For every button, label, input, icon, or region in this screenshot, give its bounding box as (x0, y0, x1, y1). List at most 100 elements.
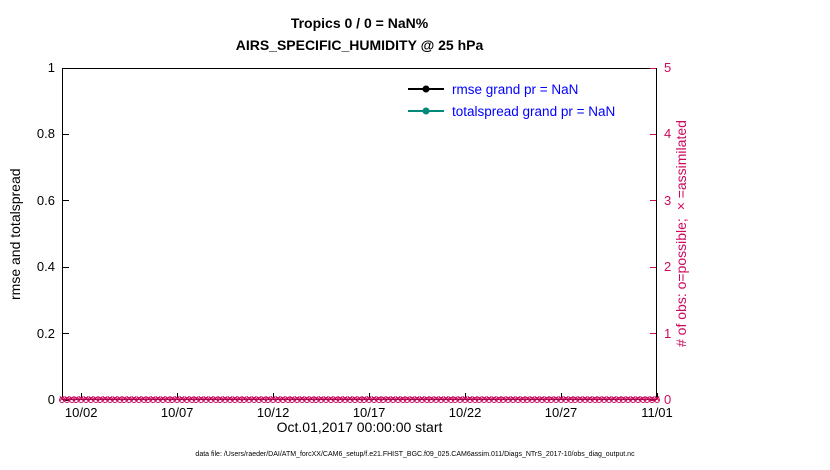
obs-marker-assimilated: × (241, 394, 248, 405)
obs-marker-assimilated: × (131, 394, 137, 405)
y-tick-right (650, 67, 656, 69)
obs-marker-assimilated: × (150, 394, 157, 405)
y-tick-label-right: 0 (664, 392, 672, 407)
x-tick (560, 393, 562, 399)
x-axis-label: Oct.01,2017 00:00:00 start (276, 419, 443, 435)
data-file-path: data file: /Users/raeder/DAI/ATM_forcXX/… (195, 451, 635, 458)
obs-marker-assimilated: × (596, 394, 603, 405)
obs-marker-assimilated: × (457, 394, 464, 405)
y-tick-label-left: 0.2 (36, 325, 55, 341)
y-tick-right (650, 266, 656, 268)
obs-marker-assimilated: × (255, 394, 262, 405)
y-tick-right (650, 133, 656, 135)
obs-marker-assimilated: × (375, 394, 382, 405)
obs-marker-assimilated: × (346, 394, 353, 405)
legend-line-marker (408, 107, 444, 115)
obs-marker-assimilated: × (529, 394, 536, 405)
obs-marker-assimilated: × (438, 394, 444, 405)
x-tick-label: 11/01 (641, 405, 673, 420)
obs-marker-assimilated: × (380, 394, 387, 405)
obs-marker-assimilated: × (78, 394, 85, 405)
obs-marker-assimilated: × (126, 394, 133, 405)
x-tick-label: 10/27 (544, 405, 578, 420)
obs-marker-assimilated: × (63, 394, 70, 405)
y-tick-left (63, 200, 69, 202)
obs-marker-assimilated: × (73, 394, 80, 405)
x-tick (176, 393, 178, 399)
obs-marker-assimilated: × (289, 394, 296, 405)
legend-line-marker (408, 85, 444, 93)
y-tick-left (63, 266, 69, 268)
obs-marker-assimilated: × (586, 394, 593, 405)
obs-marker-assimilated: × (92, 394, 99, 405)
obs-marker-assimilated: × (102, 394, 109, 405)
obs-marker-assimilated: × (418, 394, 425, 405)
obs-marker-assimilated: × (634, 394, 641, 405)
obs-marker-assimilated: × (227, 394, 233, 405)
obs-marker-assimilated: × (471, 394, 478, 405)
obs-marker-assimilated: × (548, 394, 555, 405)
obs-marker-assimilated: × (562, 394, 569, 405)
x-tick-label: 10/12 (256, 405, 290, 420)
y-tick-left (63, 133, 69, 135)
legend-item: totalspread grand pr = NaN (408, 103, 616, 119)
obs-marker-assimilated: × (553, 394, 560, 405)
obs-marker-assimilated: × (332, 394, 339, 405)
obs-marker-assimilated: × (486, 394, 492, 405)
obs-marker-assimilated: × (87, 394, 94, 405)
obs-marker-assimilated: × (490, 394, 497, 405)
obs-marker-assimilated: × (183, 394, 190, 405)
obs-marker-assimilated: × (337, 394, 344, 405)
obs-marker-assimilated: × (140, 394, 147, 405)
obs-marker-assimilated: × (577, 394, 584, 405)
y-tick-left (63, 333, 69, 335)
obs-marker-assimilated: × (207, 394, 214, 405)
obs-marker-assimilated: × (505, 394, 512, 405)
legend-label: totalspread grand pr = NaN (452, 103, 616, 119)
obs-marker-assimilated: × (294, 394, 301, 405)
x-tick-label: 10/02 (64, 405, 98, 420)
obs-marker-assimilated: × (538, 394, 545, 405)
y-tick-label-left: 0.6 (36, 192, 55, 208)
legend-item: rmse grand pr = NaN (408, 82, 615, 97)
obs-marker-assimilated: × (145, 394, 152, 405)
obs-marker-assimilated: × (385, 394, 392, 405)
obs-marker-assimilated: × (524, 394, 531, 405)
obs-marker-assimilated: × (251, 394, 257, 405)
obs-marker-assimilated: × (433, 394, 440, 405)
plot-area (62, 68, 657, 400)
obs-marker-assimilated: × (298, 394, 305, 405)
obs-marker-assimilated: × (414, 394, 420, 405)
obs-marker-assimilated: × (270, 394, 277, 405)
obs-marker-assimilated: × (212, 394, 219, 405)
obs-marker-assimilated: × (83, 394, 89, 405)
obs-marker-assimilated: × (519, 394, 526, 405)
x-tick-label: 10/17 (352, 405, 386, 420)
obs-marker-assimilated: × (179, 394, 185, 405)
obs-marker-assimilated: × (198, 394, 205, 405)
obs-marker-assimilated: × (654, 394, 660, 405)
y-tick-label-right: 5 (664, 60, 672, 75)
y-tick-right (650, 333, 656, 335)
obs-marker-assimilated: × (188, 394, 195, 405)
obs-marker-assimilated: × (275, 394, 281, 405)
obs-marker-assimilated: × (409, 394, 416, 405)
obs-marker-assimilated: × (313, 394, 320, 405)
obs-marker-assimilated: × (476, 394, 483, 405)
obs-marker-assimilated: × (495, 394, 502, 405)
obs-marker-assimilated: × (428, 394, 435, 405)
obs-marker-assimilated: × (236, 394, 243, 405)
x-tick (80, 393, 82, 399)
x-tick (464, 393, 466, 399)
obs-marker-assimilated: × (558, 394, 564, 405)
obs-marker-assimilated: × (582, 394, 588, 405)
obs-marker-assimilated: × (649, 394, 656, 405)
obs-marker-assimilated: × (164, 394, 171, 405)
y-tick-label-right: 3 (664, 192, 672, 208)
x-tick-label: 10/07 (160, 405, 194, 420)
obs-marker-assimilated: × (466, 394, 473, 405)
obs-marker-assimilated: × (318, 394, 325, 405)
obs-marker-assimilated: × (342, 394, 349, 405)
obs-marker-assimilated: × (169, 394, 176, 405)
obs-marker-assimilated: × (279, 394, 286, 405)
